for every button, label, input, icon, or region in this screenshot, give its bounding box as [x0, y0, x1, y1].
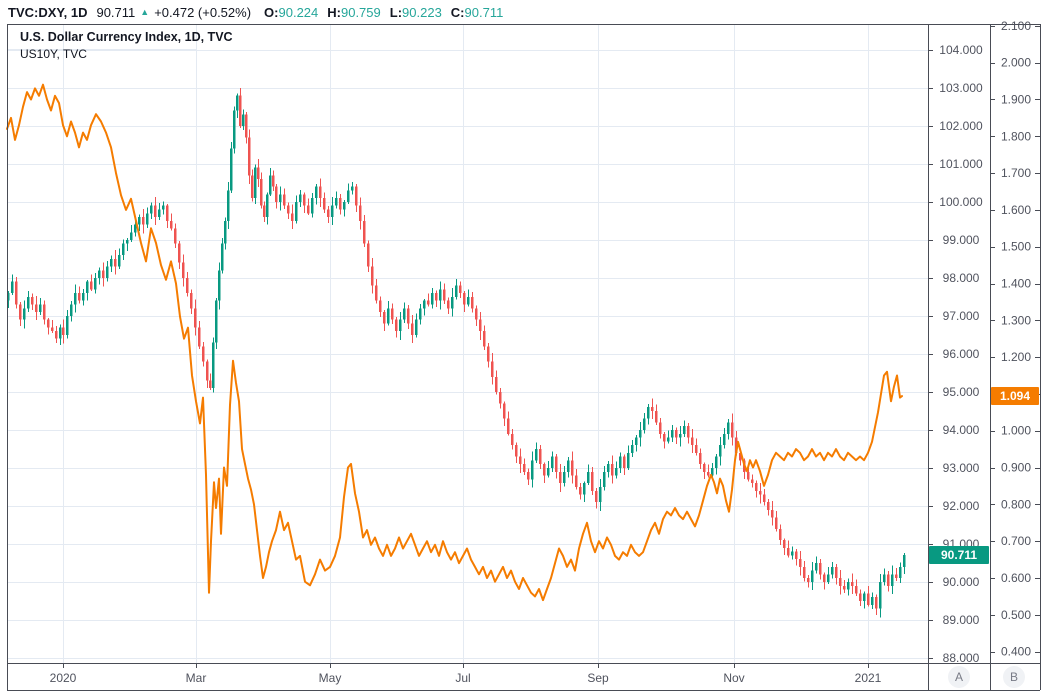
svg-text:2021: 2021	[855, 671, 882, 685]
grid-lines	[7, 24, 928, 663]
us10y-price-scale[interactable]: 2.100 2.000 1.900 1.800 1.700 1.600 1.500 1.400…	[1001, 19, 1031, 659]
open-number: 90.224	[278, 4, 319, 20]
svg-text:2020: 2020	[50, 671, 77, 685]
legend-compare-series[interactable]: US10Y, TVC	[20, 47, 87, 61]
scale-a-button[interactable]: A	[948, 666, 970, 688]
svg-text:1.000: 1.000	[1001, 424, 1031, 438]
svg-text:Sep: Sep	[587, 671, 609, 685]
svg-text:1.700: 1.700	[1001, 166, 1031, 180]
dxy-candles	[7, 88, 906, 618]
svg-text:0.700: 0.700	[1001, 534, 1031, 548]
low-label: L:	[389, 4, 403, 20]
svg-text:88.000: 88.000	[943, 651, 980, 665]
svg-text:89.000: 89.000	[943, 613, 980, 627]
svg-text:Jul: Jul	[455, 671, 470, 685]
last-price: 90.711	[96, 4, 136, 20]
scale-b-button[interactable]: B	[1003, 666, 1025, 688]
svg-text:1.300: 1.300	[1001, 313, 1031, 327]
high-value: H:90.759	[327, 5, 380, 20]
svg-text:95.000: 95.000	[943, 385, 980, 399]
svg-text:97.000: 97.000	[943, 309, 980, 323]
svg-text:93.000: 93.000	[943, 461, 980, 475]
open-value: O:90.224	[264, 5, 318, 20]
close-number: 90.711	[464, 4, 504, 20]
us10y-last-price-label: 1.094	[991, 387, 1039, 406]
svg-text:0.800: 0.800	[1001, 497, 1031, 511]
open-label: O:	[264, 4, 279, 20]
svg-text:101.000: 101.000	[939, 157, 983, 171]
dxy-last-price-label: 90.711	[929, 546, 989, 564]
svg-text:2.000: 2.000	[1001, 56, 1031, 70]
svg-text:0.400: 0.400	[1001, 645, 1031, 659]
svg-text:0.500: 0.500	[1001, 608, 1031, 622]
svg-text:102.000: 102.000	[939, 119, 983, 133]
dxy-price-scale[interactable]: 104.000 103.000 102.000 101.000 100.000 99.00…	[939, 43, 983, 665]
svg-text:1.900: 1.900	[1001, 92, 1031, 106]
svg-text:104.000: 104.000	[939, 43, 983, 57]
svg-text:Mar: Mar	[186, 671, 207, 685]
svg-text:1.500: 1.500	[1001, 240, 1031, 254]
axis-ticks	[63, 26, 1040, 668]
symbol-name[interactable]: TVC:DXY, 1D	[8, 4, 88, 20]
symbol-info-bar: TVC:DXY, 1D 90.711 ▲ +0.472 (+0.52%) O:9…	[0, 0, 1042, 24]
up-triangle-icon: ▲	[140, 7, 150, 17]
svg-text:0.900: 0.900	[1001, 461, 1031, 475]
svg-text:1.400: 1.400	[1001, 277, 1031, 291]
svg-text:1.200: 1.200	[1001, 350, 1031, 364]
low-number: 90.223	[402, 4, 442, 20]
svg-text:0.600: 0.600	[1001, 571, 1031, 585]
time-scale[interactable]: 2020 Mar May Jul Sep Nov 2021	[50, 671, 882, 685]
svg-text:92.000: 92.000	[943, 499, 980, 513]
us10y-line	[6, 83, 903, 602]
chart-borders	[7, 24, 1041, 691]
svg-text:90.000: 90.000	[943, 575, 980, 589]
svg-text:98.000: 98.000	[943, 271, 980, 285]
high-label: H:	[327, 4, 341, 20]
svg-text:Nov: Nov	[723, 671, 744, 685]
low-value: L:90.223	[390, 5, 442, 20]
pane-legend: U.S. Dollar Currency Index, 1D, TVC US10…	[20, 28, 233, 62]
svg-text:1.800: 1.800	[1001, 129, 1031, 143]
price-change: +0.472 (+0.52%)	[154, 4, 252, 20]
svg-text:99.000: 99.000	[943, 233, 980, 247]
legend-main-series[interactable]: U.S. Dollar Currency Index, 1D, TVC	[20, 30, 233, 44]
svg-text:100.000: 100.000	[939, 195, 983, 209]
svg-text:103.000: 103.000	[939, 81, 983, 95]
high-number: 90.759	[340, 4, 381, 20]
svg-text:1.600: 1.600	[1001, 203, 1031, 217]
svg-text:94.000: 94.000	[943, 423, 980, 437]
svg-text:96.000: 96.000	[943, 347, 980, 361]
svg-text:May: May	[319, 671, 342, 685]
svg-text:2.100: 2.100	[1001, 19, 1031, 33]
close-label: C:	[450, 4, 465, 20]
close-value: C:90.711	[451, 5, 504, 20]
